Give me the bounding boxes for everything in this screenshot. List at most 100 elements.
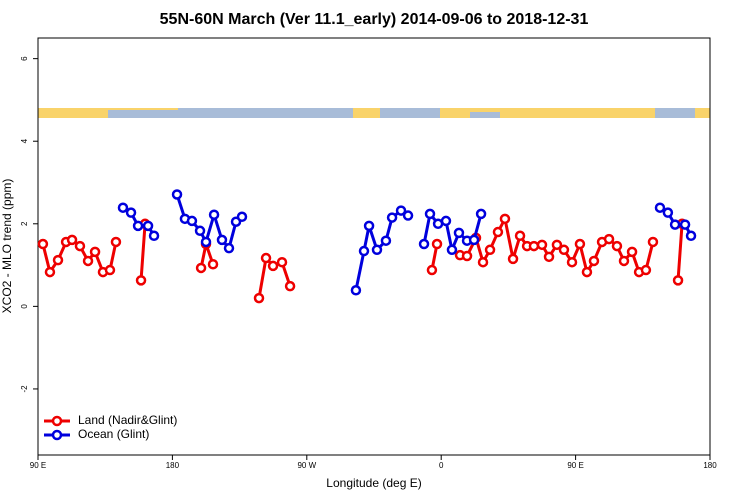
data-point (507, 253, 519, 265)
map-sea (108, 110, 178, 118)
data-point (135, 275, 147, 286)
data-point (679, 219, 691, 230)
map-strip (38, 108, 710, 118)
data-point (446, 244, 458, 256)
data-point (477, 256, 489, 268)
x-axis-label: Longitude (deg E) (326, 476, 421, 490)
x-tick-label: 90 W (297, 461, 316, 470)
legend-marker (51, 415, 63, 427)
data-point (669, 219, 681, 230)
data-point (528, 240, 540, 252)
legend-label: Land (Nadir&Glint) (78, 413, 177, 427)
data-point (640, 264, 652, 276)
data-point (492, 226, 504, 238)
data-point (186, 215, 198, 227)
data-point (89, 246, 101, 258)
y-tick-label: -2 (20, 385, 29, 393)
data-point (581, 266, 593, 278)
data-point (37, 238, 49, 250)
y-tick-label: 6 (20, 56, 29, 61)
data-point (371, 244, 383, 256)
data-point (402, 210, 414, 221)
data-point (424, 208, 436, 220)
map-sea (470, 112, 500, 118)
data-point (148, 230, 160, 242)
map-sea (655, 108, 695, 118)
data-point (426, 264, 438, 276)
data-point (132, 220, 144, 232)
data-point (611, 240, 623, 252)
data-point (223, 242, 235, 254)
data-point (171, 189, 183, 200)
data-point (142, 220, 154, 232)
data-point (662, 207, 674, 218)
data-point (418, 238, 430, 250)
y-tick-label: 4 (20, 138, 29, 143)
data-point (66, 234, 78, 246)
data-point (276, 256, 288, 268)
data-point (499, 213, 511, 225)
data-point (52, 254, 64, 266)
chart-title: 55N-60N March (Ver 11.1_early) 2014-09-0… (160, 11, 589, 28)
data-point (363, 220, 375, 232)
data-point (672, 275, 684, 286)
x-tick-label: 180 (703, 461, 717, 470)
data-point (267, 260, 279, 272)
data-point (468, 234, 480, 246)
data-point (551, 239, 563, 251)
x-tick-label: 0 (439, 461, 444, 470)
data-point (284, 280, 296, 292)
data-point (260, 252, 272, 264)
data-point (350, 285, 362, 296)
data-point (208, 209, 220, 220)
data-point (253, 292, 265, 304)
data-point (200, 236, 212, 248)
data-point (104, 264, 116, 276)
data-point (236, 211, 248, 223)
data-point (647, 236, 659, 248)
data-point (453, 227, 465, 239)
data-point (82, 255, 94, 267)
data-point (543, 251, 555, 263)
data-point (44, 266, 56, 278)
data-point (654, 202, 666, 213)
data-point (125, 207, 137, 218)
data-point (386, 212, 398, 223)
data-point (194, 225, 206, 237)
x-tick-label: 90 E (567, 461, 583, 470)
data-point (74, 240, 86, 252)
data-point (380, 235, 392, 246)
data-point (207, 259, 219, 270)
data-point (558, 244, 570, 256)
map-land (38, 108, 710, 118)
x-tick-label: 90 E (30, 461, 46, 470)
data-point (431, 238, 443, 250)
data-point (358, 245, 370, 257)
y-tick-label: 0 (20, 304, 29, 309)
data-point (536, 239, 548, 251)
x-tick-label: 180 (166, 461, 180, 470)
data-point (195, 262, 207, 274)
data-point (110, 236, 122, 248)
plot-frame (37, 37, 711, 456)
data-point (475, 208, 487, 220)
data-point (395, 205, 407, 216)
map-sea (178, 108, 353, 118)
data-point (626, 246, 638, 258)
map-sea (380, 108, 440, 118)
y-tick-label: 2 (20, 221, 29, 226)
legend-marker (51, 429, 63, 441)
y-axis-label: XCO2 - MLO trend (ppm) (0, 179, 14, 314)
data-point (566, 256, 578, 268)
data-point (117, 202, 129, 213)
data-point (514, 230, 526, 242)
data-point (574, 238, 586, 250)
data-point (461, 250, 473, 262)
data-point (603, 233, 615, 245)
data-point (588, 255, 600, 267)
data-point (440, 215, 452, 227)
data-point (685, 230, 697, 242)
data-point (216, 234, 228, 246)
data-point (618, 255, 630, 267)
